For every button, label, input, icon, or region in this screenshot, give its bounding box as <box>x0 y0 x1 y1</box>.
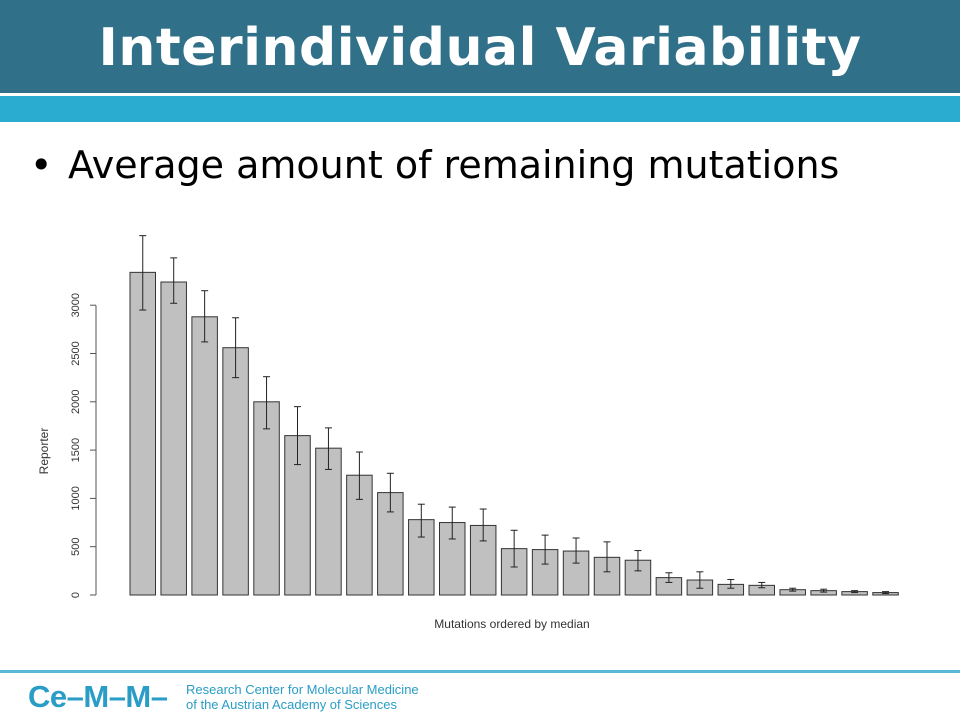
bar-5 <box>253 401 280 596</box>
bar-3 <box>191 316 218 596</box>
y-tick-label-5: 2500 <box>70 341 82 365</box>
accent-stripe <box>0 96 960 122</box>
y-tick-label-4: 2000 <box>70 390 82 414</box>
bar-chart: 0 500 1000 1500 2000 2500 3000 Mutations ordere… <box>37 235 899 631</box>
org-name-line-2: of the Austrian Academy of Sciences <box>186 697 398 712</box>
bullet-item: • Average amount of remaining mutations <box>30 140 839 190</box>
bullet-text: Average amount of remaining mutations <box>68 143 840 187</box>
slide-title: Interindividual Variability <box>98 18 862 78</box>
org-name: Research Center for Molecular Medicine o… <box>186 682 419 712</box>
title-bar <box>0 0 960 93</box>
y-tick-label-3: 1500 <box>70 438 82 462</box>
org-name-line-1: Research Center for Molecular Medicine <box>186 682 419 697</box>
bar-1 <box>129 271 156 596</box>
cemm-logo: Ce–M–M– <box>28 679 168 714</box>
y-axis-label: Reporter <box>37 428 51 475</box>
footer-divider <box>0 670 960 673</box>
y-tick-label-0: 0 <box>70 592 82 598</box>
y-tick-label-2: 1000 <box>70 486 82 510</box>
bar-7 <box>315 447 342 596</box>
bullet-dot: • <box>30 143 53 187</box>
y-tick-label-6: 3000 <box>70 293 82 317</box>
bar-2 <box>160 281 187 596</box>
y-tick-label-1: 500 <box>70 538 82 556</box>
x-axis-label: Mutations ordered by median <box>434 617 589 631</box>
bar-4 <box>222 347 249 596</box>
title-divider <box>0 93 960 96</box>
